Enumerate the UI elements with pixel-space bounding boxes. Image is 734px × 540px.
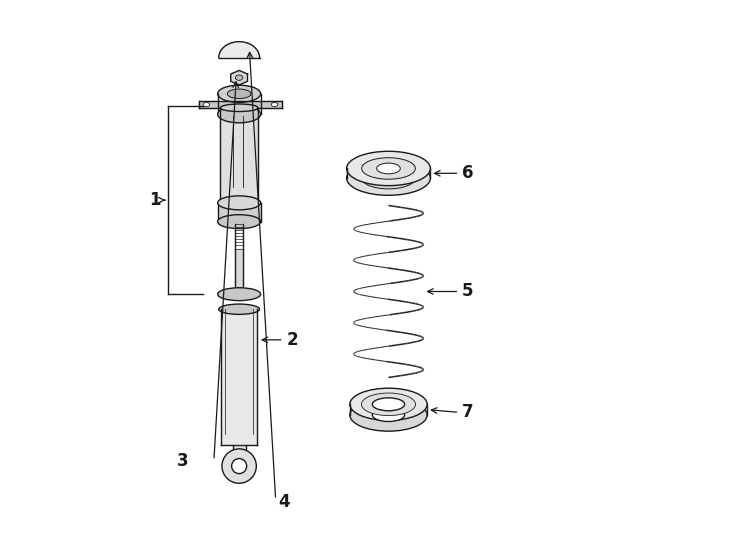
Text: 6: 6 (462, 164, 473, 183)
Ellipse shape (228, 89, 251, 98)
Text: 7: 7 (462, 403, 473, 421)
Ellipse shape (203, 103, 210, 107)
Ellipse shape (272, 103, 278, 107)
Ellipse shape (362, 167, 415, 189)
Circle shape (232, 458, 247, 474)
Ellipse shape (362, 158, 415, 179)
Ellipse shape (361, 393, 415, 416)
Ellipse shape (236, 75, 243, 80)
Polygon shape (230, 70, 247, 85)
Ellipse shape (218, 106, 261, 123)
Polygon shape (219, 42, 260, 58)
Polygon shape (235, 248, 244, 294)
Text: 5: 5 (462, 282, 473, 300)
Ellipse shape (218, 85, 261, 103)
Circle shape (222, 449, 256, 483)
Ellipse shape (218, 196, 261, 210)
Ellipse shape (220, 104, 258, 112)
Text: 2: 2 (286, 331, 298, 349)
Text: 1: 1 (149, 191, 161, 209)
Ellipse shape (218, 288, 261, 301)
Polygon shape (233, 444, 246, 449)
Ellipse shape (377, 163, 400, 174)
Polygon shape (199, 102, 282, 108)
Polygon shape (220, 108, 258, 203)
Text: 3: 3 (177, 452, 189, 470)
Ellipse shape (346, 161, 430, 195)
Ellipse shape (372, 398, 404, 411)
Ellipse shape (219, 304, 260, 314)
Polygon shape (218, 203, 261, 221)
Ellipse shape (350, 399, 427, 431)
Ellipse shape (350, 388, 427, 421)
Text: 4: 4 (278, 493, 290, 511)
Ellipse shape (372, 409, 404, 422)
Ellipse shape (218, 215, 261, 228)
Ellipse shape (346, 151, 430, 186)
Polygon shape (221, 309, 258, 444)
